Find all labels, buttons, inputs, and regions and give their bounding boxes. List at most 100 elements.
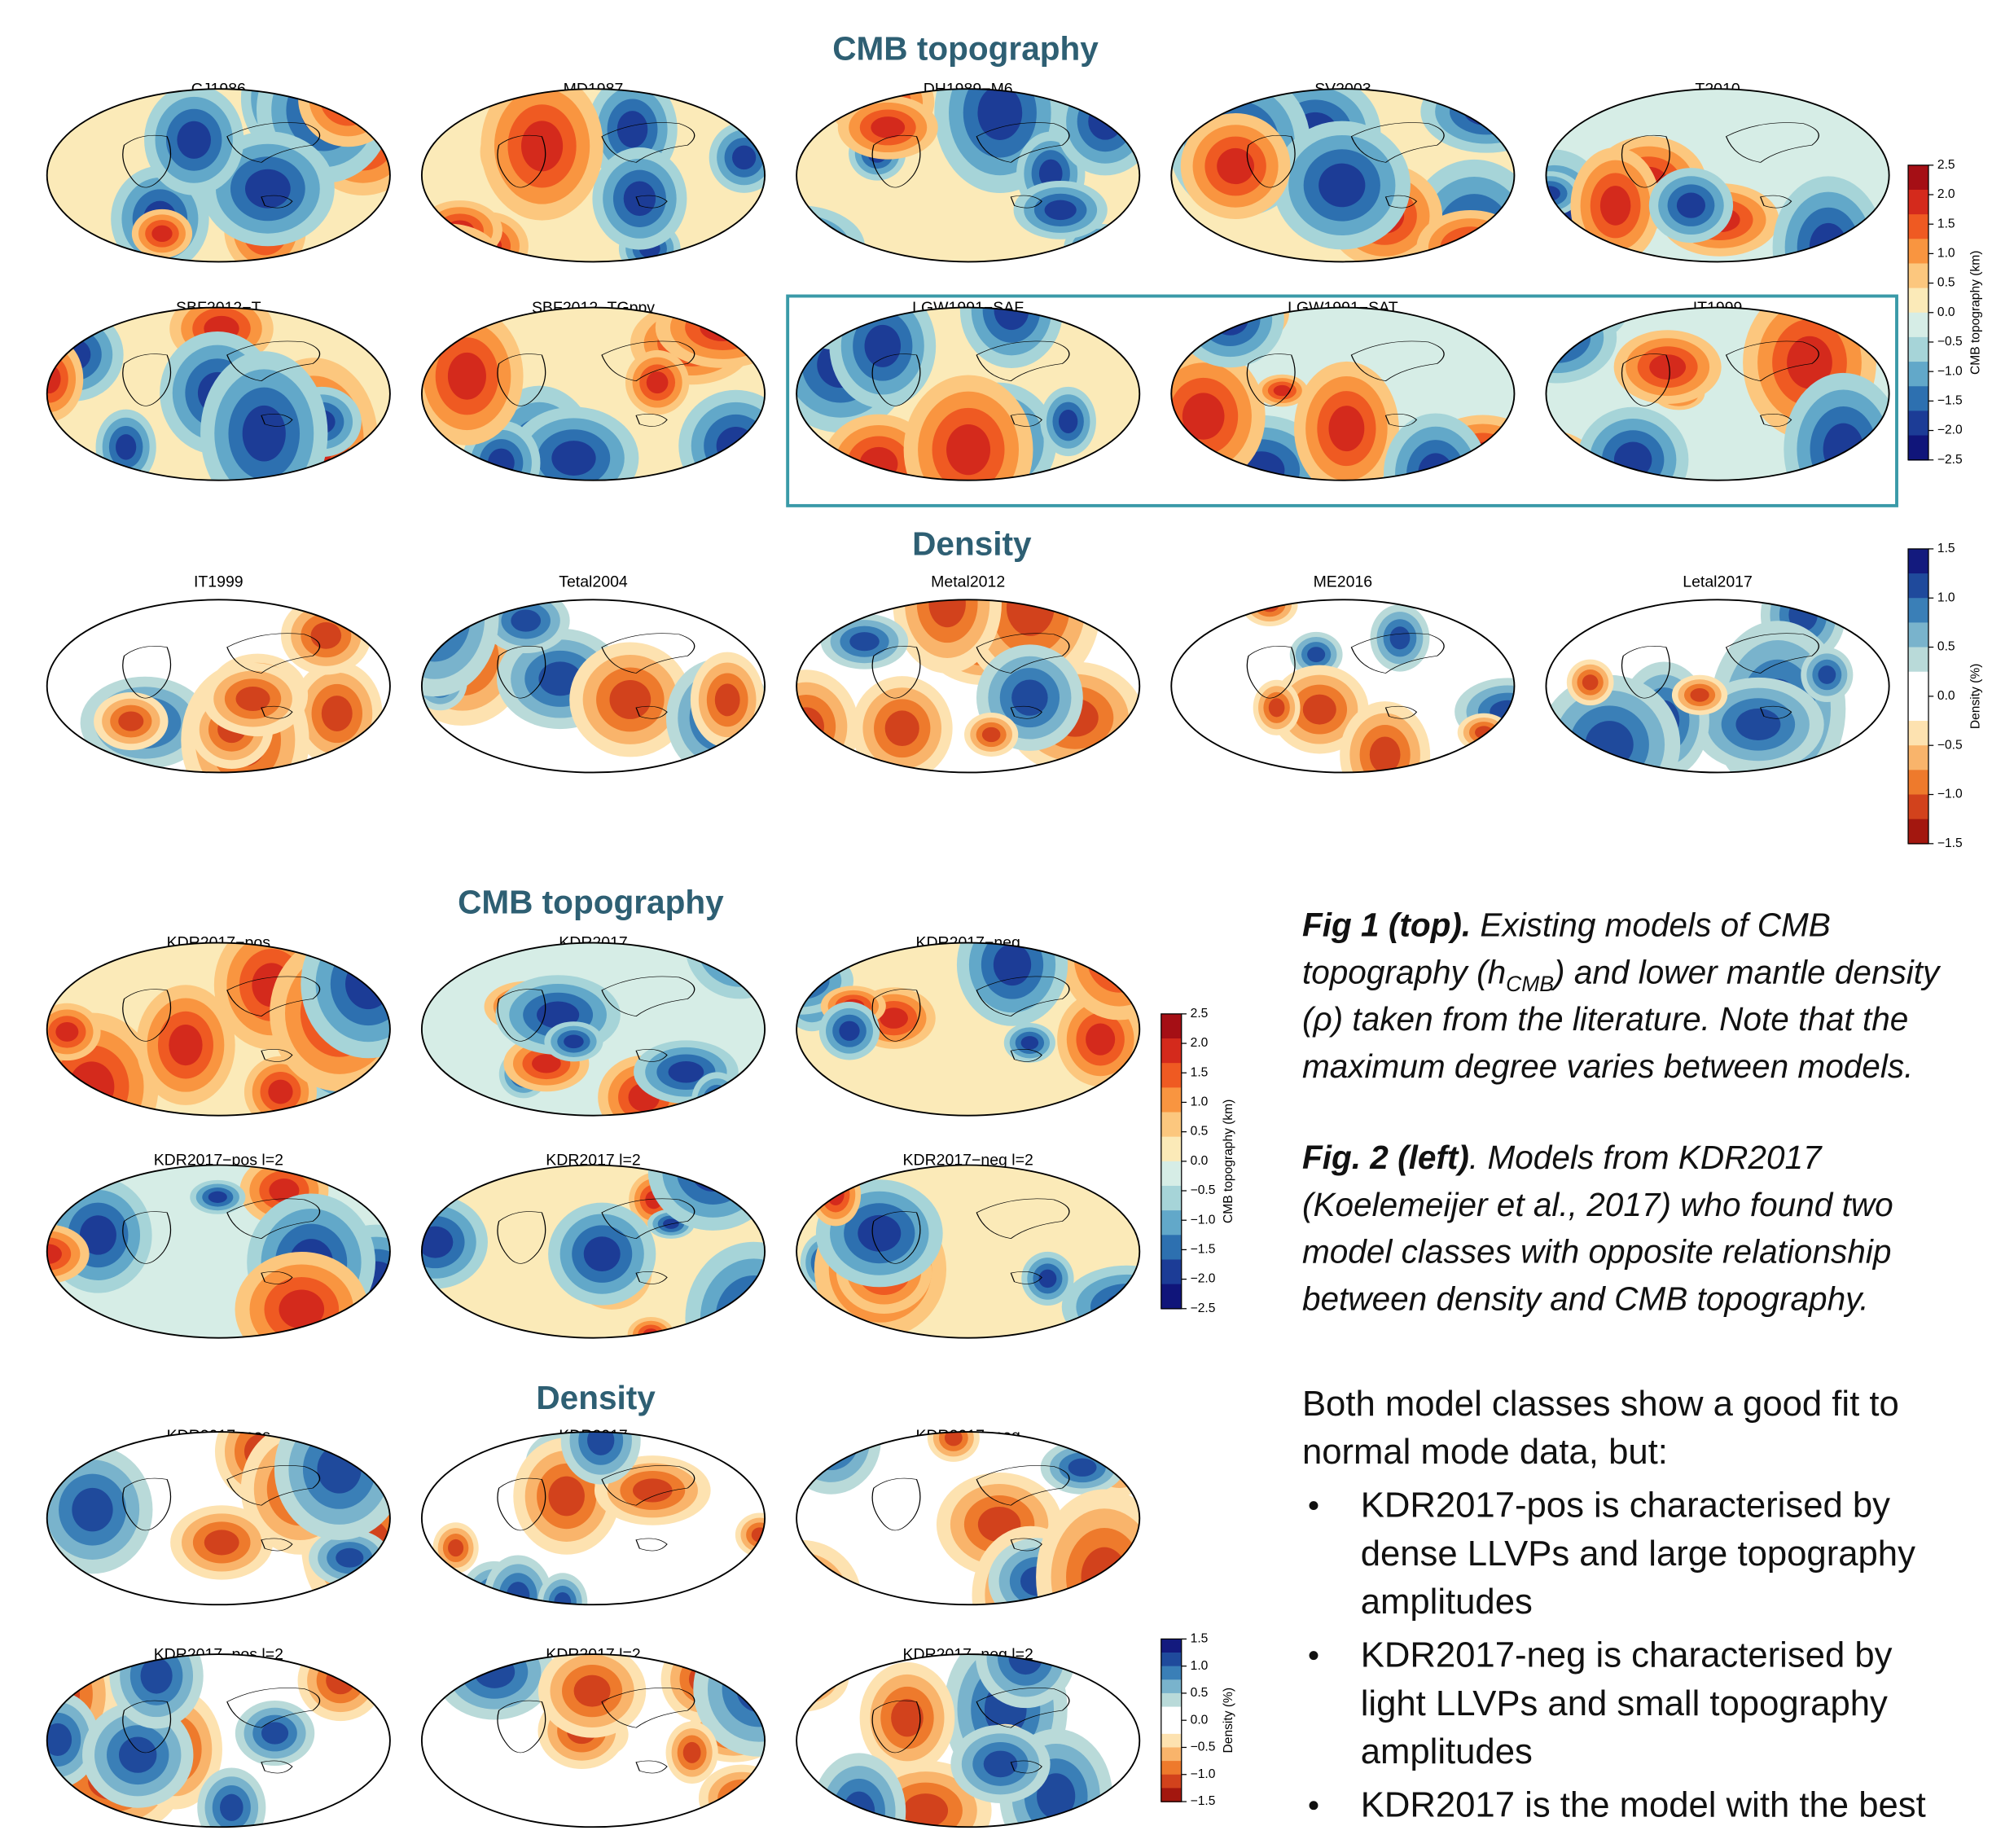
map-blob [204,1530,239,1555]
colorbar-bin [1161,1113,1182,1138]
map-blob [1088,239,1112,253]
map-blob [691,1152,735,1192]
colorbar-bin [1161,1679,1182,1693]
colorbar-bin [1908,647,1928,673]
map-blob [769,962,830,1000]
map-blob [1549,106,1568,118]
map-blob [731,1293,777,1345]
fig-label: Fig. 2 (left) [1302,1139,1469,1176]
map-blob [624,181,656,216]
map-blob [1303,695,1336,725]
map-blob [358,303,418,339]
map-blob [754,1552,848,1643]
map-blob [1086,1023,1115,1055]
colorbar-bin [1161,1259,1182,1284]
colorbar-tick-label: 1.0 [1937,590,1955,604]
map-blob [564,1034,584,1048]
colorbar-tick-label: 2.5 [1937,158,1955,172]
map-blob [322,696,353,731]
colorbar-tick-label: −1.0 [1937,788,1963,801]
map-blob [1200,292,1260,346]
map-blob [722,1652,796,1727]
map-title: IT1999 [194,573,244,591]
map [1,1623,389,1848]
map-blob [1543,102,1575,122]
colorbar-bin [1908,313,1928,338]
map-blob [704,415,768,477]
map-blob [1080,234,1121,258]
colorbar-label: CMB topography (km) [1222,1100,1235,1223]
map-blob [683,1742,701,1763]
colorbar-bin [1908,288,1928,314]
map-blob [760,223,836,270]
map-blob [511,610,541,632]
colorbar-tick-label: −2.5 [1937,453,1963,467]
map-blob [407,232,490,291]
body-line: KDR2017-neg is characterised by [1361,1635,1893,1675]
map-blob [982,727,1001,742]
map-blob [780,969,818,992]
colorbar-bin [1161,1788,1182,1802]
map-blob [819,304,842,327]
body-line: amplitudes [1361,1732,1533,1771]
colorbar-bin [1161,1734,1182,1748]
map [752,1607,1139,1848]
colorbar-tick-label: 0.5 [1191,1125,1209,1139]
map-blob [1582,674,1599,690]
map [1538,567,1889,814]
fig2-line: between density and CMB topography. [1302,1280,1869,1317]
colorbar-bin [1908,598,1928,623]
map-blob [1532,463,1569,495]
fig1-line: (ρ) taken from the literature. Note that… [1302,1000,1908,1038]
fig2-line: (Koelemeijer et al., 2017) who found two [1302,1186,1893,1223]
map-blob [551,441,595,476]
map-blob [548,1477,584,1517]
map-blob [1542,294,1586,322]
fig1-line: Fig 1 (top). Existing models of CMB [1302,906,1831,944]
colorbar-bin [1161,1653,1182,1666]
map-blob [752,1643,849,1712]
map-blob [314,596,349,618]
map-blob [1045,200,1077,220]
section-title: CMB topography [458,884,724,921]
map-blob [1677,193,1705,218]
map-blob [169,1025,202,1065]
colorbar-tick-label: 0.0 [1937,305,1955,319]
body-line: KDR2017-pos is characterised by [1361,1486,1890,1525]
colorbar-tick-label: 1.0 [1191,1095,1209,1109]
map-blob [731,205,865,288]
map [731,33,1156,288]
map-blob [858,1215,901,1252]
colorbar-tick-label: 1.5 [1191,1065,1209,1079]
map-blob [781,1578,822,1618]
map-blob [977,86,1022,140]
colorbar-bin [1908,770,1928,795]
map-blob [448,1539,463,1556]
colorbar-tick-label: −2.0 [1191,1272,1216,1286]
map [7,1156,440,1367]
map-blob [268,1080,292,1104]
map-blob [1165,750,1205,789]
map-blob [317,1446,361,1494]
colorbar-label: Density (%) [1968,664,1982,730]
map-blob [617,111,648,147]
map-blob [871,116,905,138]
map-blob [994,944,1031,985]
map-blob [220,1794,244,1821]
map-blob [762,1651,838,1705]
map-blob [1528,285,1600,331]
map-blob [839,1021,859,1041]
colorbar-tick-label: −0.5 [1191,1183,1216,1197]
map-blob [1328,406,1364,451]
map-blob [419,240,478,282]
map-blob [474,1656,515,1688]
map [33,1362,438,1626]
map-blob [345,959,391,1009]
map-blob [1406,440,1465,507]
colorbar-tick-label: −1.0 [1937,364,1963,378]
colorbar-bin [1908,263,1928,288]
map-blob [1172,757,1196,781]
map [771,252,1139,525]
map-title: Letal2017 [1683,573,1753,591]
colorbar: 1.51.00.50.0−0.5−1.0−1.5Density (%) [1908,542,1982,850]
